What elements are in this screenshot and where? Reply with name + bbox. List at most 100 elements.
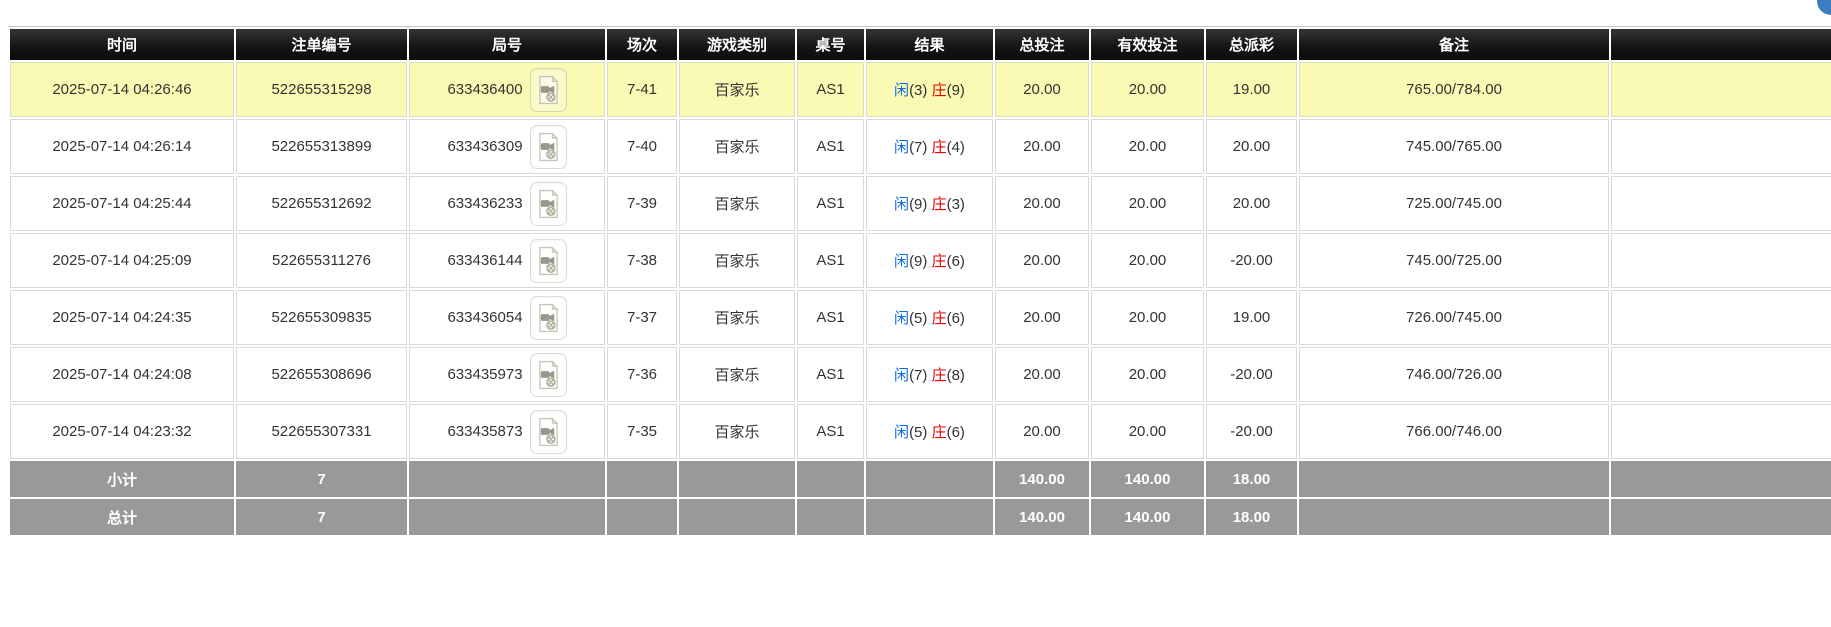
total-count: 7 bbox=[236, 499, 407, 535]
time-cell: 2025-07-14 04:26:14 bbox=[10, 119, 234, 174]
column-header-time: 时间 bbox=[10, 29, 234, 60]
result-player-value: (9) bbox=[909, 253, 928, 270]
spacer-cell bbox=[1611, 290, 1831, 345]
table-row: 2025-07-14 04:23:32 522655307331 6334358… bbox=[10, 404, 1831, 459]
spacer-cell bbox=[1611, 176, 1831, 231]
video-replay-button[interactable] bbox=[529, 238, 567, 283]
result-banker-value: (9) bbox=[946, 82, 965, 99]
total-bet-cell: 20.00 bbox=[995, 119, 1089, 174]
bet-no-cell: 522655307331 bbox=[236, 404, 407, 459]
bet-no-cell: 522655315298 bbox=[236, 62, 407, 117]
game-type-cell: 百家乐 bbox=[679, 404, 795, 459]
round-no-value: 633436400 bbox=[447, 81, 523, 98]
round-no-cell: 633436233 bbox=[409, 176, 605, 231]
result-player-value: (9) bbox=[909, 196, 928, 213]
video-replay-icon bbox=[538, 131, 558, 161]
subtotal-label: 小计 bbox=[10, 461, 234, 497]
payout-cell: 19.00 bbox=[1206, 62, 1297, 117]
video-replay-button[interactable] bbox=[529, 67, 567, 112]
game-type-cell: 百家乐 bbox=[679, 290, 795, 345]
total-row: 总计 7 140.00 140.00 18.00 bbox=[10, 499, 1831, 535]
result-player-label: 闲 bbox=[894, 139, 910, 156]
result-cell: 闲(9) 庄(6) bbox=[866, 233, 993, 288]
payout-cell: 20.00 bbox=[1206, 176, 1297, 231]
table-row: 2025-07-14 04:24:08 522655308696 6334359… bbox=[10, 347, 1831, 402]
bet-no-cell: 522655313899 bbox=[236, 119, 407, 174]
game-type-cell: 百家乐 bbox=[679, 233, 795, 288]
valid-bet-cell: 20.00 bbox=[1091, 347, 1204, 402]
spacer-cell bbox=[1611, 233, 1831, 288]
round-no-value: 633435873 bbox=[447, 423, 523, 440]
result-player-label: 闲 bbox=[894, 253, 910, 270]
video-replay-icon bbox=[538, 359, 558, 389]
video-replay-icon bbox=[538, 416, 558, 446]
video-replay-button[interactable] bbox=[529, 181, 567, 226]
valid-bet-cell: 20.00 bbox=[1091, 62, 1204, 117]
video-replay-icon bbox=[538, 245, 558, 275]
time-cell: 2025-07-14 04:25:44 bbox=[10, 176, 234, 231]
result-player-value: (5) bbox=[909, 424, 928, 441]
payout-cell: -20.00 bbox=[1206, 233, 1297, 288]
round-no-cell: 633436309 bbox=[409, 119, 605, 174]
remark-cell: 746.00/726.00 bbox=[1299, 347, 1609, 402]
video-replay-icon bbox=[538, 74, 558, 104]
payout-cell: -20.00 bbox=[1206, 404, 1297, 459]
result-banker-value: (3) bbox=[946, 196, 965, 213]
result-banker-label: 庄 bbox=[931, 310, 947, 327]
table-row: 2025-07-14 04:24:35 522655309835 6334360… bbox=[10, 290, 1831, 345]
valid-bet-cell: 20.00 bbox=[1091, 176, 1204, 231]
video-replay-button[interactable] bbox=[529, 295, 567, 340]
result-player-label: 闲 bbox=[894, 367, 910, 384]
round-no-value: 633436233 bbox=[447, 195, 523, 212]
time-cell: 2025-07-14 04:26:46 bbox=[10, 62, 234, 117]
game-type-cell: 百家乐 bbox=[679, 176, 795, 231]
session-cell: 7-38 bbox=[607, 233, 677, 288]
result-player-value: (7) bbox=[909, 139, 928, 156]
spacer-cell bbox=[1611, 347, 1831, 402]
session-cell: 7-35 bbox=[607, 404, 677, 459]
session-cell: 7-39 bbox=[607, 176, 677, 231]
result-cell: 闲(5) 庄(6) bbox=[866, 290, 993, 345]
spacer-cell bbox=[1611, 62, 1831, 117]
column-header-table-no: 桌号 bbox=[797, 29, 864, 60]
result-player-value: (5) bbox=[909, 310, 928, 327]
table-row: 2025-07-14 04:25:44 522655312692 6334362… bbox=[10, 176, 1831, 231]
round-no-value: 633435973 bbox=[447, 366, 523, 383]
table-no-cell: AS1 bbox=[797, 62, 864, 117]
bet-history-table: 时间 注单编号 局号 场次 游戏类别 桌号 结果 总投注 有效投注 总派彩 备注… bbox=[8, 26, 1831, 537]
subtotal-total-bet: 140.00 bbox=[995, 461, 1089, 497]
total-total-bet: 140.00 bbox=[995, 499, 1089, 535]
total-bet-cell: 20.00 bbox=[995, 347, 1089, 402]
table-no-cell: AS1 bbox=[797, 290, 864, 345]
total-bet-cell: 20.00 bbox=[995, 233, 1089, 288]
spacer-cell bbox=[1611, 404, 1831, 459]
round-no-cell: 633436054 bbox=[409, 290, 605, 345]
table-no-cell: AS1 bbox=[797, 176, 864, 231]
subtotal-valid-bet: 140.00 bbox=[1091, 461, 1204, 497]
video-replay-button[interactable] bbox=[529, 352, 567, 397]
column-header-session: 场次 bbox=[607, 29, 677, 60]
result-banker-label: 庄 bbox=[931, 253, 947, 270]
valid-bet-cell: 20.00 bbox=[1091, 119, 1204, 174]
table-row: 2025-07-14 04:25:09 522655311276 6334361… bbox=[10, 233, 1831, 288]
result-banker-value: (4) bbox=[946, 139, 965, 156]
total-valid-bet: 140.00 bbox=[1091, 499, 1204, 535]
remark-cell: 745.00/725.00 bbox=[1299, 233, 1609, 288]
game-type-cell: 百家乐 bbox=[679, 119, 795, 174]
floating-corner-button[interactable] bbox=[1817, 0, 1831, 15]
bet-no-cell: 522655312692 bbox=[236, 176, 407, 231]
video-replay-icon bbox=[538, 302, 558, 332]
result-cell: 闲(7) 庄(4) bbox=[866, 119, 993, 174]
subtotal-payout: 18.00 bbox=[1206, 461, 1297, 497]
subtotal-row: 小计 7 140.00 140.00 18.00 bbox=[10, 461, 1831, 497]
payout-cell: 20.00 bbox=[1206, 119, 1297, 174]
time-cell: 2025-07-14 04:24:08 bbox=[10, 347, 234, 402]
result-player-value: (7) bbox=[909, 367, 928, 384]
video-replay-button[interactable] bbox=[529, 124, 567, 169]
table-row: 2025-07-14 04:26:46 522655315298 6334364… bbox=[10, 62, 1831, 117]
round-no-cell: 633436400 bbox=[409, 62, 605, 117]
column-header-valid-bet: 有效投注 bbox=[1091, 29, 1204, 60]
payout-cell: 19.00 bbox=[1206, 290, 1297, 345]
valid-bet-cell: 20.00 bbox=[1091, 233, 1204, 288]
video-replay-button[interactable] bbox=[529, 409, 567, 454]
